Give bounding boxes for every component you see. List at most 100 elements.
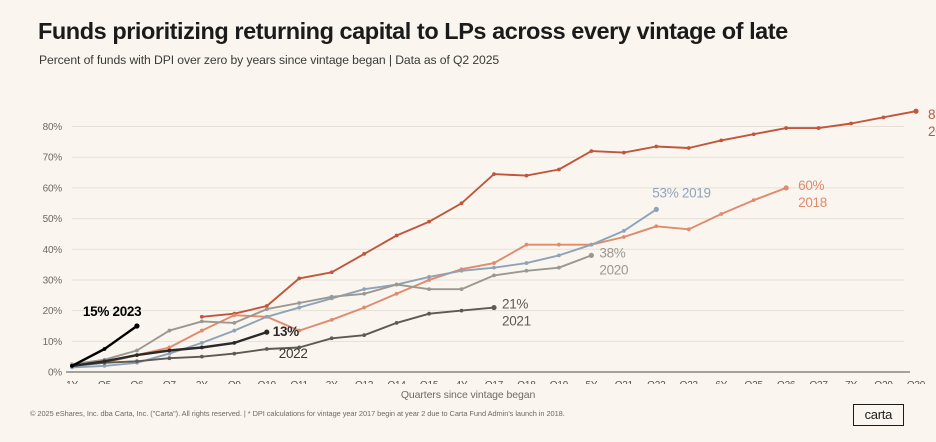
x-axis-tick-label: Q27 <box>809 380 828 384</box>
data-point <box>459 308 464 313</box>
x-axis-tick-label: Q29 <box>874 380 893 384</box>
footer-text: © 2025 eShares, Inc. dba Carta, Inc. ("C… <box>30 409 565 418</box>
label-2021-series: 2021 <box>502 314 531 329</box>
data-point <box>167 328 172 333</box>
y-axis-tick-label: 70% <box>43 153 63 164</box>
data-point <box>199 314 204 319</box>
data-point <box>751 132 756 137</box>
data-point <box>70 363 74 368</box>
data-point <box>329 270 334 275</box>
data-point <box>135 353 139 358</box>
data-point <box>557 265 561 270</box>
data-point <box>394 233 399 238</box>
data-point <box>427 287 431 292</box>
x-axis-tick-label: Q17 <box>485 380 504 384</box>
label-2020: 38% 2020 <box>599 245 628 277</box>
label-2019-text: 53% 2019 <box>652 185 710 200</box>
data-point <box>199 354 204 359</box>
data-point <box>329 336 334 341</box>
x-axis-title: Quarters since vintage began <box>400 389 536 401</box>
data-point <box>232 351 237 356</box>
data-point <box>427 311 431 316</box>
data-point <box>102 363 107 368</box>
data-point <box>362 287 367 292</box>
data-point <box>297 276 302 281</box>
label-2022-series: 2022 <box>279 346 308 361</box>
data-point <box>264 307 269 312</box>
label-2018: 60% 2018 <box>798 178 827 210</box>
data-point <box>492 172 496 177</box>
x-axis-tick-label: Q13 <box>355 380 374 384</box>
data-point <box>135 348 139 353</box>
data-point <box>232 328 237 333</box>
data-point <box>524 173 529 178</box>
data-point <box>491 304 497 311</box>
data-point <box>264 304 269 308</box>
data-point <box>362 291 367 296</box>
data-point <box>524 242 529 247</box>
data-point <box>264 347 269 351</box>
x-axis-tick-label: Q22 <box>647 380 666 384</box>
data-point <box>362 251 367 256</box>
data-point <box>913 108 919 114</box>
label-2020-series: 2020 <box>599 262 628 277</box>
y-axis-tick-label: 50% <box>43 214 63 225</box>
data-point <box>621 228 626 233</box>
x-axis-tick-label: Q11 <box>290 380 308 384</box>
label-2018-value: 60% <box>798 178 824 193</box>
data-point <box>784 126 789 130</box>
data-point <box>297 305 302 310</box>
data-point <box>362 305 367 310</box>
data-point <box>492 265 496 270</box>
carta-logo: carta <box>852 404 904 426</box>
x-axis-tick-label: 7Y <box>845 380 857 384</box>
data-point <box>167 345 172 350</box>
data-point <box>427 219 431 224</box>
x-axis-tick-label: Q14 <box>387 380 406 384</box>
line-chart-svg: 0% 10% 20% 30% 40% 50% 60% 70% 80% 1Y Q5 Q6 Q7 2Y Q9 Q1… <box>43 107 936 384</box>
x-axis-tick-label: 2Y <box>196 380 208 384</box>
data-point <box>167 351 172 356</box>
data-point <box>524 268 529 273</box>
data-point <box>621 235 626 239</box>
y-axis-tick-label: 80% <box>43 122 63 133</box>
x-axis-tick-label: Q18 <box>517 380 536 384</box>
x-axis-tick-label: Q21 <box>615 380 634 384</box>
x-axis-tick-label: Q19 <box>550 380 569 384</box>
data-point <box>394 282 399 287</box>
y-axis-tick-label: 10% <box>43 337 63 348</box>
data-point <box>459 201 464 206</box>
data-point <box>557 253 561 258</box>
x-axis-tick-label: 3Y <box>326 380 338 384</box>
data-point <box>686 227 691 232</box>
x-axis-tick-label: Q15 <box>420 380 439 384</box>
data-point <box>492 261 496 265</box>
data-point <box>557 242 561 247</box>
data-point <box>232 321 237 325</box>
label-2021: 21% 2021 <box>502 297 531 329</box>
data-point <box>621 150 626 155</box>
data-point <box>297 328 302 333</box>
series-line-2017 <box>200 110 917 318</box>
page-subtitle: Percent of funds with DPI over zero by y… <box>39 53 500 67</box>
y-axis-tick-label: 40% <box>43 245 63 256</box>
label-2018-series: 2018 <box>798 195 827 210</box>
data-point <box>329 317 334 322</box>
x-axis-tick-label: Q23 <box>680 380 699 384</box>
x-axis-tick-label: 4Y <box>456 380 468 384</box>
data-point <box>199 319 204 324</box>
label-2023: 15% 2023 <box>83 304 142 319</box>
y-axis-tick-label: 0% <box>48 368 62 379</box>
x-axis-tick-label: Q30 <box>907 380 926 384</box>
series-line-2018 <box>103 186 788 364</box>
data-point <box>264 314 269 319</box>
data-point <box>199 345 204 350</box>
data-point <box>427 278 431 282</box>
x-axis-tick-label: Q25 <box>745 380 764 384</box>
label-2022-value: 13% <box>273 324 299 339</box>
data-point <box>589 242 594 247</box>
x-axis-tick-label: Q7 <box>163 380 177 384</box>
data-point <box>719 212 724 216</box>
x-axis-tick-label: Q26 <box>777 380 796 384</box>
